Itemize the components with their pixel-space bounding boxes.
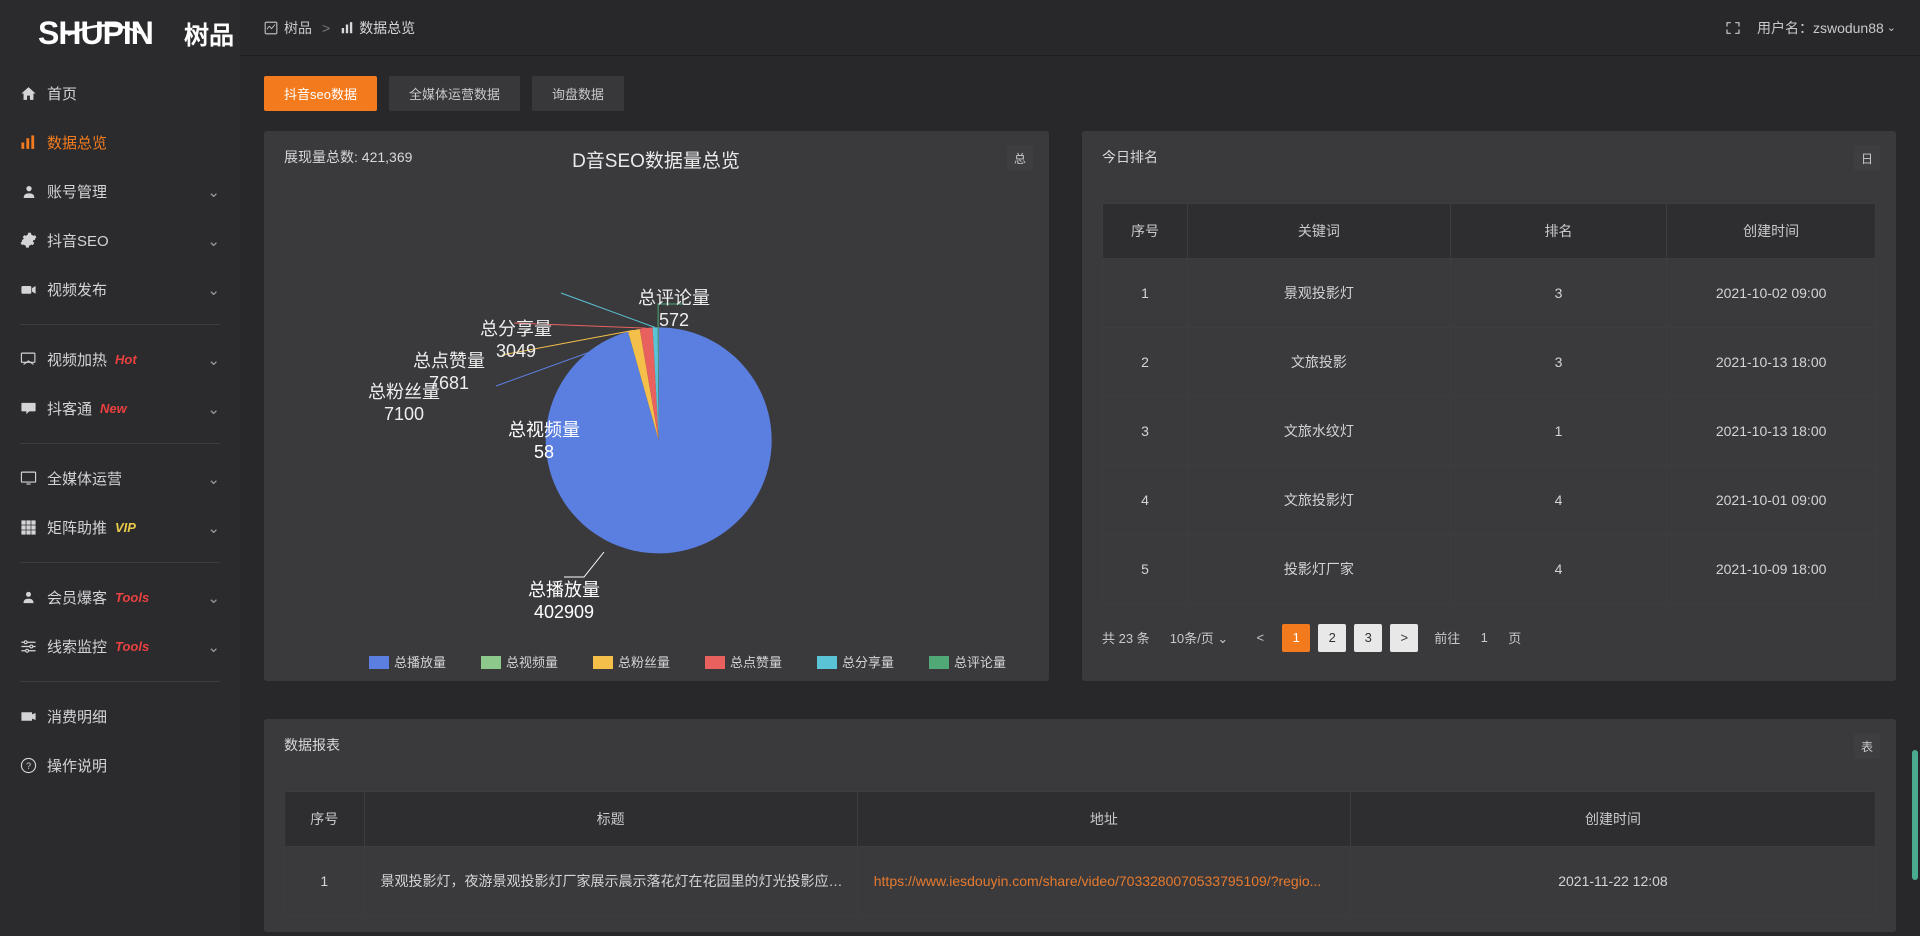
svg-text:总分享量: 总分享量 — [842, 655, 894, 670]
svg-text:SHUPIN: SHUPIN — [38, 15, 153, 51]
svg-text:7100: 7100 — [384, 404, 424, 424]
svg-text:?: ? — [26, 761, 31, 771]
svg-text:总点赞量: 总点赞量 — [413, 351, 485, 371]
svg-text:58: 58 — [534, 442, 554, 462]
svg-text:总播放量: 总播放量 — [528, 580, 600, 600]
svg-text:总点赞量: 总点赞量 — [730, 655, 782, 670]
svg-text:3049: 3049 — [496, 341, 536, 361]
svg-text:总粉丝量: 总粉丝量 — [618, 655, 670, 670]
svg-text:总播放量: 总播放量 — [394, 655, 446, 670]
svg-text:402909: 402909 — [534, 602, 594, 622]
svg-text:D音SEO数据量总览: D音SEO数据量总览 — [572, 150, 740, 172]
svg-text:总视频量: 总视频量 — [506, 655, 558, 670]
svg-text:树品: 树品 — [184, 22, 234, 50]
svg-text:572: 572 — [659, 310, 689, 330]
svg-text:总粉丝量: 总粉丝量 — [368, 382, 440, 402]
svg-text:总分享量: 总分享量 — [480, 319, 552, 339]
svg-text:总视频量: 总视频量 — [508, 420, 580, 440]
svg-text:总评论量: 总评论量 — [638, 288, 710, 308]
svg-text:总评论量: 总评论量 — [954, 655, 1006, 670]
